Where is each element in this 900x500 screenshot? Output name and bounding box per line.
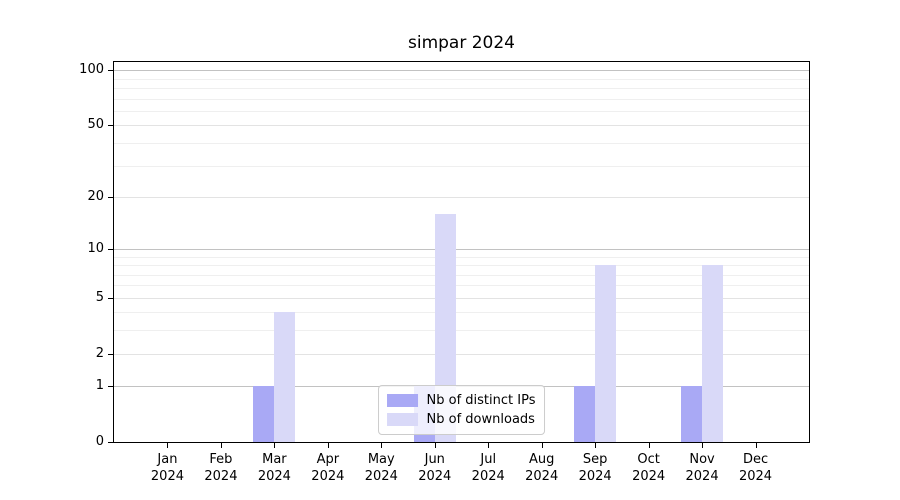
y-tick-mark — [108, 248, 113, 250]
minor-gridline — [114, 265, 809, 267]
x-tick-mark — [488, 443, 490, 448]
x-tick-month: Nov — [689, 452, 715, 467]
y-tick-mark — [108, 297, 113, 299]
x-tick-year: 2024 — [418, 469, 452, 484]
x-tick-year: 2024 — [257, 469, 291, 484]
x-tick-year: 2024 — [685, 469, 719, 484]
minor-gridline — [114, 78, 809, 80]
x-tick-mark — [595, 443, 597, 448]
x-tick-mark — [167, 443, 169, 448]
x-tick-mark — [648, 443, 650, 448]
decade-gridline — [114, 70, 809, 72]
x-tick-mark — [541, 443, 543, 448]
y-tick-label: 100 — [79, 62, 104, 78]
minor-gridline — [114, 330, 809, 332]
x-tick-year: 2024 — [311, 469, 345, 484]
x-tick-label-nov: Nov 2024 — [686, 451, 719, 485]
legend-item-downloads: Nb of downloads — [386, 410, 536, 429]
x-tick-label-aug: Aug 2024 — [525, 451, 558, 485]
legend-label-distinct-ips: Nb of distinct IPs — [426, 393, 536, 408]
legend: Nb of distinct IPs Nb of downloads — [377, 385, 546, 435]
x-tick-mark — [381, 443, 383, 448]
x-tick-month: Jun — [424, 452, 445, 467]
gridline — [114, 297, 809, 299]
minor-gridline — [114, 285, 809, 287]
decade-gridline — [114, 248, 809, 250]
bar-downloads-mar — [274, 312, 296, 442]
minor-gridline — [114, 274, 809, 276]
plot-area: Nb of distinct IPs Nb of downloads — [113, 61, 810, 443]
minor-gridline — [114, 143, 809, 145]
legend-label-downloads: Nb of downloads — [426, 412, 535, 427]
x-tick-month: Sep — [582, 452, 608, 467]
y-tick-mark — [108, 125, 113, 127]
y-tick-mark — [108, 70, 113, 72]
y-tick-label: 5 — [95, 289, 104, 305]
x-tick-month: Apr — [316, 452, 340, 467]
gridline — [114, 125, 809, 127]
x-tick-mark — [220, 443, 222, 448]
minor-gridline — [114, 111, 809, 113]
y-tick-mark — [108, 353, 113, 355]
y-tick-label: 10 — [87, 240, 104, 256]
y-tick-label: 2 — [95, 345, 104, 361]
x-tick-label-dec: Dec 2024 — [739, 451, 772, 485]
x-tick-label-feb: Feb 2024 — [204, 451, 237, 485]
x-tick-label-apr: Apr 2024 — [311, 451, 344, 485]
x-tick-year: 2024 — [150, 469, 184, 484]
y-tick-mark — [108, 196, 113, 198]
bar-distinct-ips-nov — [681, 386, 703, 442]
x-tick-mark — [274, 443, 276, 448]
x-tick-label-jun: Jun 2024 — [418, 451, 451, 485]
y-tick-label: 20 — [87, 188, 104, 204]
x-tick-year: 2024 — [738, 469, 773, 484]
y-tick-label: 50 — [87, 117, 104, 133]
x-tick-year: 2024 — [364, 469, 398, 484]
x-tick-label-jul: Jul 2024 — [472, 451, 505, 485]
legend-swatch-downloads — [386, 413, 418, 426]
x-tick-year: 2024 — [578, 469, 612, 484]
minor-gridline — [114, 165, 809, 167]
y-tick-mark — [108, 386, 113, 388]
x-tick-month: Jul — [480, 452, 497, 467]
chart-title: simpar 2024 — [407, 33, 515, 53]
x-tick-year: 2024 — [471, 469, 505, 484]
y-tick-label: 1 — [95, 378, 104, 394]
legend-swatch-distinct-ips — [386, 394, 418, 407]
x-tick-month: Dec — [742, 452, 769, 467]
minor-gridline — [114, 256, 809, 258]
x-tick-label-mar: Mar 2024 — [258, 451, 291, 485]
x-tick-year: 2024 — [525, 469, 559, 484]
minor-gridline — [114, 312, 809, 314]
x-tick-month: Feb — [209, 452, 233, 467]
x-tick-month: Oct — [637, 452, 660, 467]
minor-gridline — [114, 98, 809, 100]
y-tick-label: 0 — [95, 434, 104, 449]
minor-gridline — [114, 88, 809, 90]
bar-distinct-ips-sep — [574, 386, 596, 442]
x-tick-mark — [702, 443, 704, 448]
x-tick-mark — [434, 443, 436, 448]
x-tick-mark — [327, 443, 329, 448]
x-tick-month: May — [367, 452, 395, 467]
x-tick-label-oct: Oct 2024 — [632, 451, 665, 485]
gridline — [114, 196, 809, 198]
bar-distinct-ips-mar — [253, 386, 275, 442]
x-tick-mark — [755, 443, 757, 448]
x-tick-month: Mar — [262, 452, 287, 467]
legend-item-distinct-ips: Nb of distinct IPs — [386, 391, 536, 410]
x-tick-year: 2024 — [632, 469, 666, 484]
x-tick-label-may: May 2024 — [365, 451, 398, 485]
bar-downloads-nov — [702, 265, 724, 442]
x-tick-label-jan: Jan 2024 — [151, 451, 184, 485]
x-tick-month: Aug — [528, 452, 555, 467]
gridline — [114, 353, 809, 355]
x-tick-month: Jan — [157, 452, 178, 467]
x-tick-year: 2024 — [204, 469, 238, 484]
y-tick-mark — [108, 442, 113, 443]
x-tick-label-sep: Sep 2024 — [579, 451, 612, 485]
bar-downloads-sep — [595, 265, 617, 442]
bar-downloads-jun — [434, 213, 456, 442]
